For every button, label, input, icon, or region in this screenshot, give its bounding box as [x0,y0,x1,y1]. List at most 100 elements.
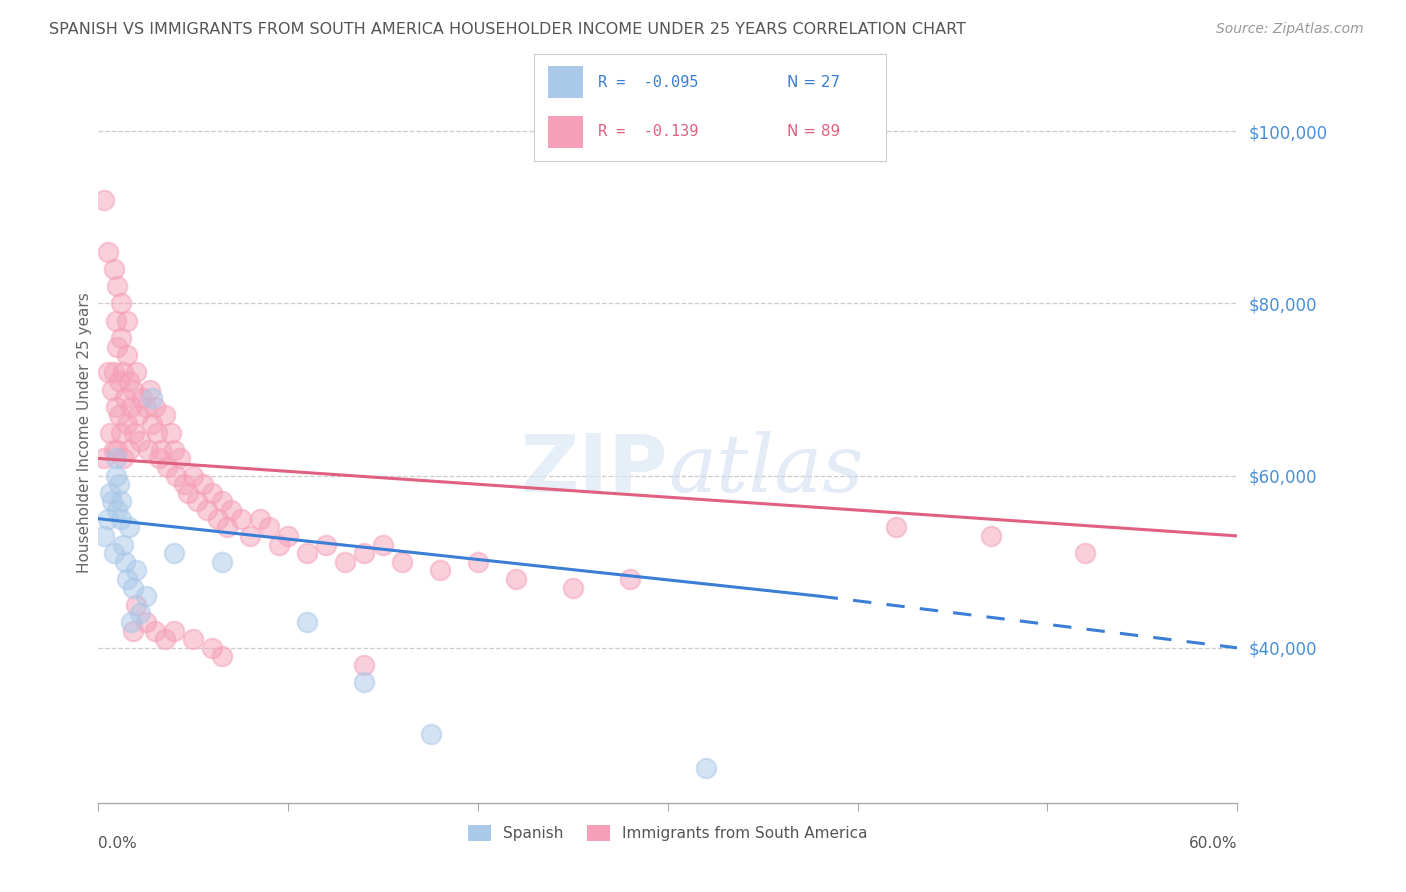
Point [121,383,143,397]
Point [156,460,179,475]
Point [335,555,357,569]
Point [108,374,131,388]
Point [150,442,173,457]
Point [153,632,176,647]
Point [229,512,252,526]
Point [115,314,138,328]
Point [146,425,169,440]
Point [695,761,717,775]
Point [371,537,394,551]
Point [277,529,299,543]
Point [114,555,136,569]
Point [125,598,148,612]
Point [112,537,135,551]
Point [211,494,233,508]
Point [104,400,127,414]
Point [103,442,125,457]
Point [211,649,233,664]
Point [104,451,127,466]
Point [104,314,127,328]
Point [107,279,129,293]
Point [131,391,153,405]
Point [115,417,138,431]
Point [159,425,181,440]
Text: SPANISH VS IMMIGRANTS FROM SOUTH AMERICA HOUSEHOLDER INCOME UNDER 25 YEARS CORRE: SPANISH VS IMMIGRANTS FROM SOUTH AMERICA… [49,22,966,37]
Point [353,546,375,560]
Point [163,624,186,638]
Point [98,486,121,500]
Point [129,607,152,621]
Point [136,442,159,457]
Point [97,365,120,379]
Point [183,468,205,483]
Point [141,391,163,405]
Point [201,640,224,655]
Point [619,572,641,586]
Point [239,529,262,543]
Text: Source: ZipAtlas.com: Source: ZipAtlas.com [1216,22,1364,37]
Point [217,520,239,534]
Point [125,365,148,379]
Point [315,537,337,551]
Point [297,615,319,629]
FancyBboxPatch shape [548,116,583,148]
Point [884,520,907,534]
Legend: Spanish, Immigrants from South America: Spanish, Immigrants from South America [463,819,873,847]
Point [191,477,214,491]
Point [108,409,131,423]
Point [110,512,132,526]
Point [100,494,122,508]
Point [115,572,138,586]
Text: R =  -0.139: R = -0.139 [598,124,697,139]
Point [211,555,233,569]
Point [419,727,441,741]
Point [135,589,157,603]
Y-axis label: Householder Income Under 25 years: Householder Income Under 25 years [77,293,91,573]
Point [125,563,148,577]
Point [121,624,143,638]
Point [93,193,115,207]
Point [176,486,198,500]
Point [93,451,115,466]
Text: ZIP: ZIP [520,431,668,508]
Point [148,451,170,466]
Point [135,400,157,414]
Point [979,529,1001,543]
Point [110,331,132,345]
Point [112,365,135,379]
Point [353,675,375,690]
Point [138,383,160,397]
Point [145,400,167,414]
Point [135,615,157,629]
Point [467,555,489,569]
Point [267,537,290,551]
Point [173,477,195,491]
Point [201,486,224,500]
Text: R =  -0.095: R = -0.095 [598,75,697,90]
Point [562,581,585,595]
Text: N = 89: N = 89 [787,124,841,139]
Point [110,296,132,310]
Point [97,244,120,259]
Point [103,262,125,277]
Point [118,374,141,388]
Point [429,563,451,577]
Point [163,442,186,457]
Point [93,529,115,543]
Point [297,546,319,560]
Point [108,477,131,491]
Point [141,417,163,431]
Point [121,581,143,595]
Point [163,546,186,560]
Point [120,615,142,629]
Point [97,512,120,526]
Point [207,512,229,526]
Point [115,348,138,362]
Point [100,383,122,397]
Point [153,409,176,423]
Text: N = 27: N = 27 [787,75,841,90]
Point [195,503,218,517]
Point [249,512,271,526]
Point [110,425,132,440]
Point [186,494,208,508]
